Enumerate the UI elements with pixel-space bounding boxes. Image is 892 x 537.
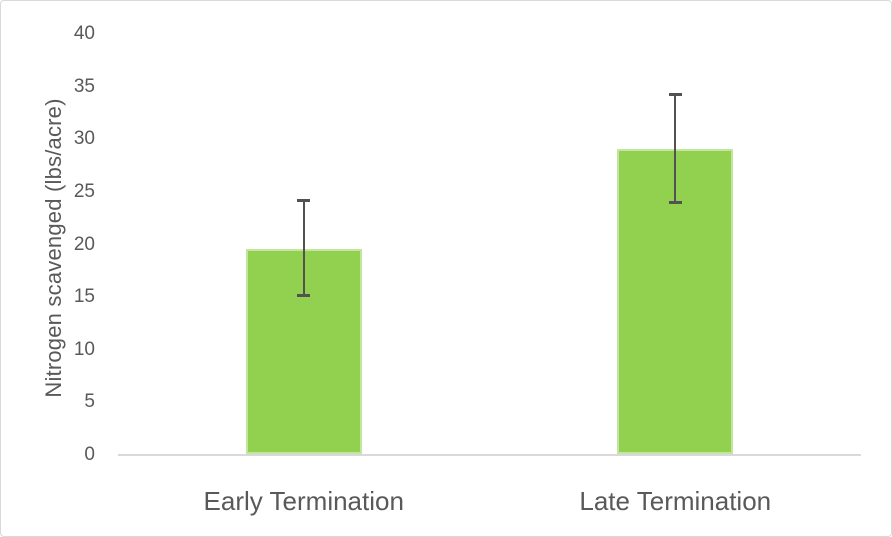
error-bar-cap-top: [668, 92, 682, 96]
y-tick-label: 5: [84, 391, 95, 413]
y-tick-label: 30: [73, 128, 95, 150]
error-bar-line: [302, 200, 305, 297]
y-tick-label: 35: [73, 75, 95, 97]
y-tick-label: 20: [73, 233, 95, 255]
y-tick-label: 10: [73, 338, 95, 360]
y-tick-label: 25: [73, 180, 95, 202]
error-bar-cap-bottom: [297, 294, 311, 298]
y-tick-label: 0: [84, 444, 95, 465]
x-axis-category-label: Late Termination: [579, 486, 772, 516]
error-bar-cap-top: [297, 199, 311, 203]
error-bar-line: [674, 93, 677, 204]
error-bar-cap-bottom: [668, 201, 682, 205]
y-tick-label: 15: [73, 286, 95, 308]
y-tick-label: 40: [73, 23, 95, 44]
x-axis-category-label: Early Termination: [203, 486, 404, 516]
x-axis-line: [118, 454, 861, 456]
